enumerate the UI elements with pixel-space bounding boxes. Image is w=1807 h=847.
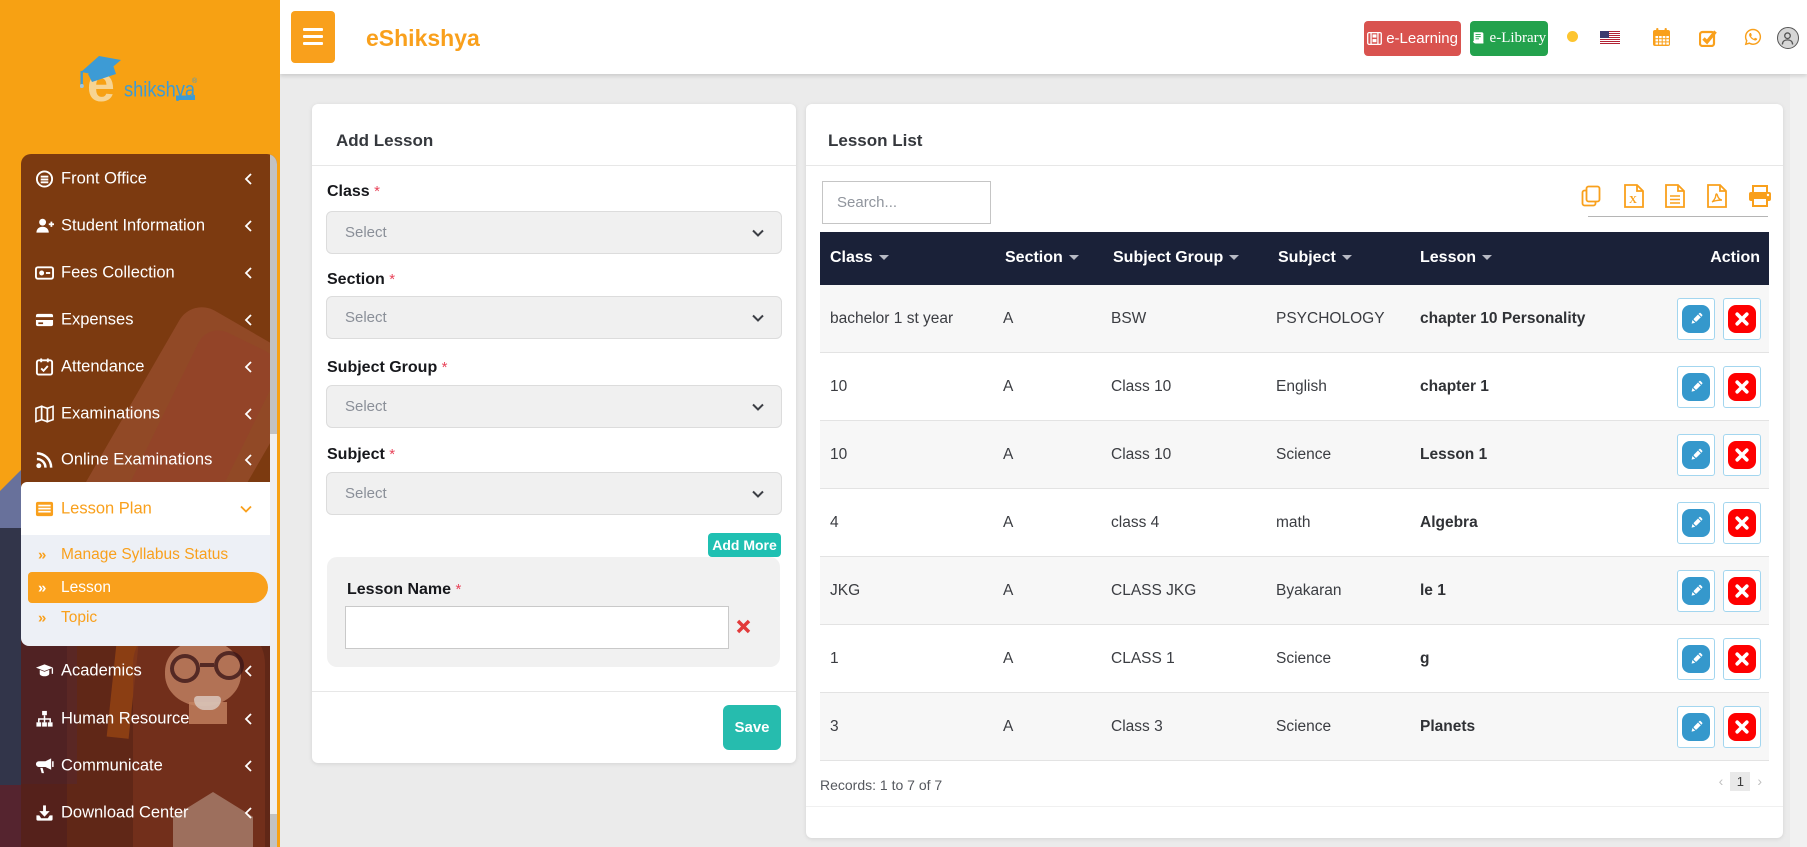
svg-text:®: ® xyxy=(192,77,198,85)
svg-text:X: X xyxy=(1629,194,1637,206)
